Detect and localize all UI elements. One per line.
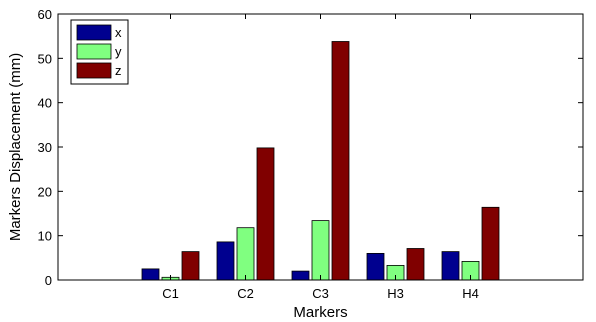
- x-axis-label: Markers: [293, 304, 347, 321]
- y-tick-label-30: 30: [38, 140, 52, 155]
- x-axis-ticks: C1 C2 C3 H3 H4: [162, 14, 479, 301]
- bar-x-C2: [216, 241, 235, 281]
- y-tick-label-10: 10: [38, 229, 52, 244]
- y-tick-label-60: 60: [38, 7, 52, 22]
- legend-swatch-y: [76, 43, 112, 60]
- legend-label-y: y: [115, 44, 122, 59]
- bar-x-C3: [291, 270, 310, 281]
- x-tick-label-C1: C1: [162, 286, 179, 301]
- bar-z-C1: [181, 251, 200, 281]
- x-tick-label-C2: C2: [237, 286, 254, 301]
- legend-label-z: z: [115, 63, 122, 78]
- y-tick-label-0: 0: [45, 273, 52, 288]
- bar-x-H3: [366, 252, 385, 281]
- bar-y-C2: [236, 227, 255, 281]
- legend-swatch-x: [76, 24, 112, 41]
- x-tick-label-H4: H4: [462, 286, 479, 301]
- legend-swatch-z: [76, 62, 112, 79]
- y-tick-label-40: 40: [38, 96, 52, 111]
- bar-x-C1: [141, 268, 160, 281]
- legend-label-x: x: [115, 25, 122, 40]
- bar-x-H4: [441, 251, 460, 281]
- y-tick-label-50: 50: [38, 51, 52, 66]
- legend: xyz: [70, 19, 129, 85]
- bar-y-C3: [311, 220, 330, 281]
- y-tick-label-20: 20: [38, 184, 52, 199]
- bar-z-C2: [256, 147, 275, 281]
- x-tick-label-C3: C3: [312, 286, 329, 301]
- plot-frame: [57, 13, 584, 281]
- x-tick-label-H3: H3: [387, 286, 404, 301]
- bar-z-C3: [331, 41, 350, 281]
- y-axis-label: Markers Displacement (mm): [7, 53, 24, 241]
- bar-z-H3: [406, 248, 425, 281]
- bar-z-H4: [481, 206, 500, 281]
